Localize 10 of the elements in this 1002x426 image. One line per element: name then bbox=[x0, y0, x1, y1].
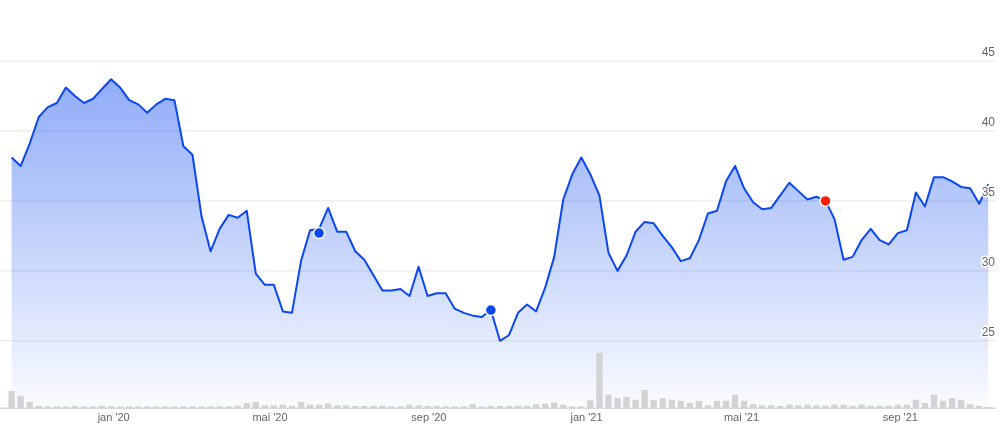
y-tick-label: 30 bbox=[981, 254, 996, 269]
y-tick-label: 25 bbox=[981, 324, 996, 339]
x-tick-label: mai '20 bbox=[252, 411, 288, 423]
x-tick-label: sep '20 bbox=[411, 411, 447, 423]
x-tick-label: jan '20 bbox=[96, 411, 130, 423]
x-tick-label: mai '21 bbox=[723, 411, 760, 423]
y-tick-label: 40 bbox=[981, 114, 996, 129]
x-tick-label: jan '21 bbox=[569, 411, 603, 423]
x-tick-label: sep '21 bbox=[882, 411, 918, 423]
y-tick-label: 45 bbox=[981, 45, 996, 59]
